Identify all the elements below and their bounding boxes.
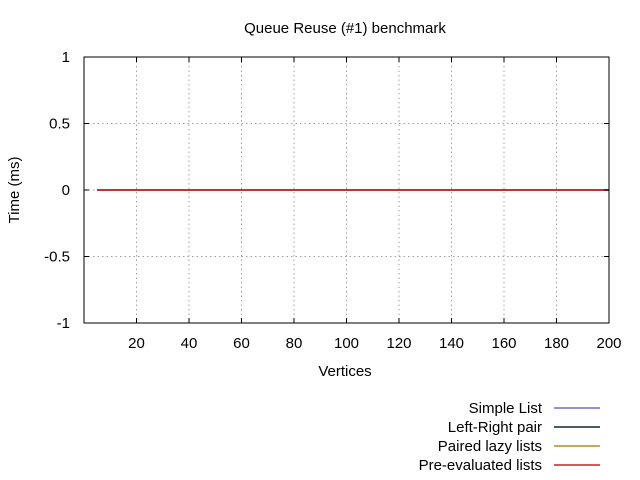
legend: Simple List Left-Right pair Paired lazy li… [419,400,600,474]
x-tick-label: 20 [128,335,145,352]
y-tick-label: 0.5 [49,116,70,133]
x-tick-label: 180 [544,335,569,352]
x-tick-label: 120 [386,335,411,352]
x-tick-label: 200 [596,335,621,352]
x-tick-label: 160 [491,335,516,352]
legend-label: Pre-evaluated lists [419,457,542,474]
x-tick-label: 140 [439,335,464,352]
legend-label: Simple List [469,400,543,417]
x-tick-label: 60 [233,335,250,352]
chart-title: Queue Reuse (#1) benchmark [244,20,446,37]
y-axis-label: Time (ms) [6,157,23,224]
x-axis: 20 40 60 80 100 120 140 160 180 200 [128,57,622,352]
y-tick-label: -1 [57,315,70,332]
y-tick-label: 0 [62,182,70,199]
x-axis-label: Vertices [318,363,371,380]
y-tick-label: -0.5 [44,249,70,266]
x-tick-label: 100 [334,335,359,352]
x-tick-label: 80 [286,335,303,352]
x-tick-label: 40 [181,335,198,352]
legend-label: Paired lazy lists [438,438,542,455]
legend-label: Left-Right pair [448,419,542,436]
y-tick-label: 1 [62,49,70,66]
y-axis: 1 0.5 0 -0.5 -1 [44,49,609,332]
